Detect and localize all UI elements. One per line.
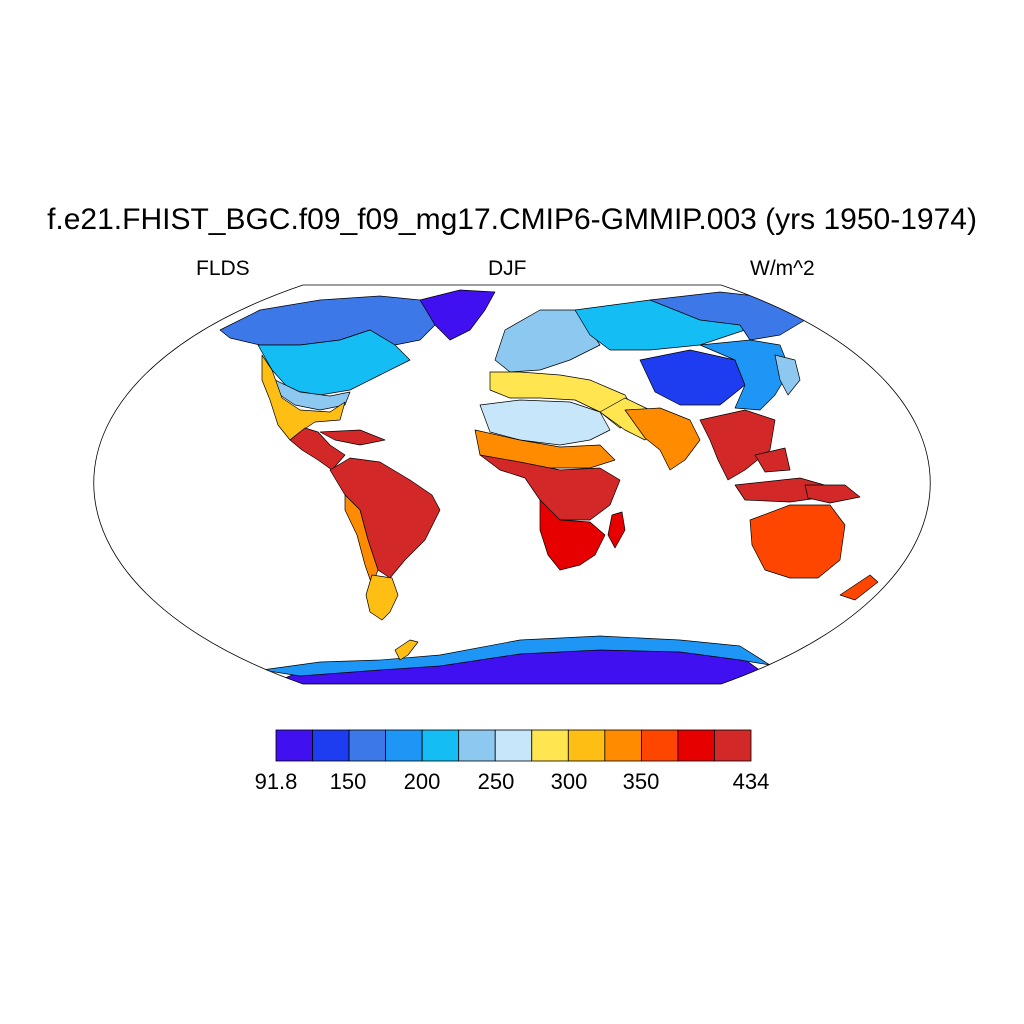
plot-title: f.e21.FHIST_BGC.f09_f09_mg17.CMIP6-GMMIP… (47, 203, 977, 236)
colorbar-swatch (458, 729, 496, 762)
units-label: W/m^2 (750, 257, 815, 280)
map-outline (93, 284, 931, 685)
colorbar-swatch (604, 729, 642, 762)
colorbar-swatch (714, 729, 752, 762)
region-canada-arctic (219, 295, 436, 346)
region-central-america (289, 427, 386, 471)
colorbar (275, 729, 752, 762)
region-madagascar (607, 511, 626, 549)
region-siberia (649, 291, 806, 341)
colorbar-swatch (275, 729, 313, 762)
colorbar-swatch (421, 729, 460, 762)
region-new-zealand (839, 574, 879, 601)
region-south-america (329, 457, 441, 579)
colorbar-tick-label: 150 (329, 769, 367, 794)
region-india (624, 407, 701, 471)
colorbar-swatch (312, 729, 350, 762)
region-patagonia (365, 574, 399, 621)
colorbar-swatch (348, 729, 387, 762)
region-sahara (479, 399, 611, 446)
colorbar-tick-label: 300 (550, 769, 588, 794)
colorbar-tick-label: 434 (732, 769, 770, 794)
colorbar-tick-label: 350 (622, 769, 660, 794)
region-central-africa (479, 454, 621, 521)
colorbar-tick-label: 250 (477, 769, 515, 794)
season-label: DJF (488, 257, 527, 280)
region-new-guinea (804, 484, 861, 504)
colorbar-tick-label: 200 (403, 769, 441, 794)
region-mexico-gulf (261, 354, 346, 441)
land-layer (219, 289, 879, 684)
colorbar-swatch (677, 729, 715, 762)
region-japan (774, 354, 801, 396)
region-southeast-asia (699, 409, 776, 481)
region-southern-africa (539, 499, 606, 571)
region-mongolia-tibet (639, 349, 746, 406)
colorbar-tick-label: 91.8 (254, 769, 298, 794)
region-europe (494, 309, 601, 373)
region-australia (749, 504, 846, 579)
colorbar-swatch (567, 729, 606, 762)
region-antarctic-peninsula (394, 639, 419, 661)
region-china (699, 339, 791, 411)
colorbar-swatch (640, 729, 679, 762)
colorbar-swatch (494, 729, 533, 762)
region-us-south (274, 379, 351, 411)
variable-label: FLDS (196, 257, 250, 280)
colorbar-swatch (385, 729, 423, 762)
region-greenland (419, 289, 496, 341)
colorbar-swatch (531, 729, 569, 762)
